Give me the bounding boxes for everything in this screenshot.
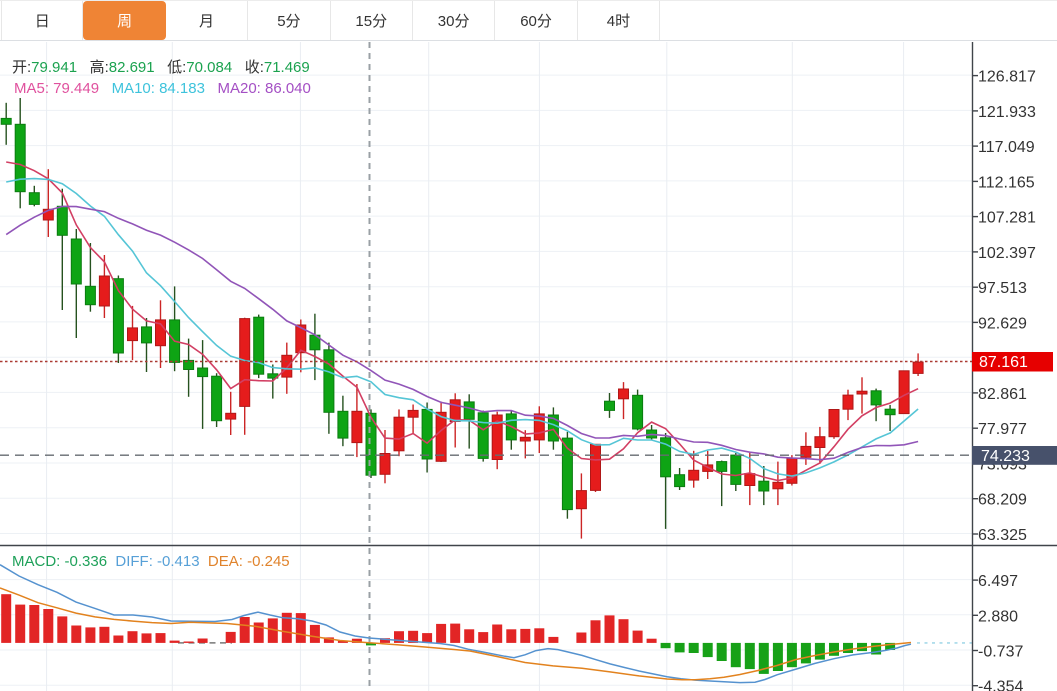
svg-text:87.161: 87.161: [979, 354, 1028, 371]
svg-text:2.880: 2.880: [978, 608, 1018, 625]
svg-text:107.281: 107.281: [978, 210, 1036, 227]
svg-text:63.325: 63.325: [978, 527, 1027, 544]
svg-text:121.933: 121.933: [978, 104, 1036, 121]
svg-text:102.397: 102.397: [978, 245, 1036, 262]
svg-text:MA5: 79.449 MA10: 84.183 M: MA5: 79.449 MA10: 84.183 MA20: 86.040: [14, 80, 311, 97]
svg-text:82.861: 82.861: [978, 386, 1027, 403]
svg-text:68.209: 68.209: [978, 492, 1027, 509]
svg-text:77.977: 77.977: [978, 421, 1027, 438]
svg-text:-4.354: -4.354: [978, 679, 1023, 691]
svg-text:6.497: 6.497: [978, 573, 1018, 590]
svg-text:126.817: 126.817: [978, 69, 1036, 86]
svg-text:开:79.941 高:82.691 低:70.084: 开:79.941 高:82.691 低:70.084 收:71.469: [12, 59, 310, 76]
svg-text:112.165: 112.165: [978, 174, 1035, 191]
svg-text:117.049: 117.049: [978, 139, 1035, 156]
svg-text:MACD: -0.336 DIFF: -0.413 DE: MACD: -0.336 DIFF: -0.413 DEA: -0.245: [12, 553, 290, 570]
svg-text:74.233: 74.233: [981, 448, 1030, 465]
svg-text:97.513: 97.513: [978, 280, 1027, 297]
svg-text:-0.737: -0.737: [978, 644, 1023, 661]
svg-text:92.629: 92.629: [978, 315, 1027, 332]
